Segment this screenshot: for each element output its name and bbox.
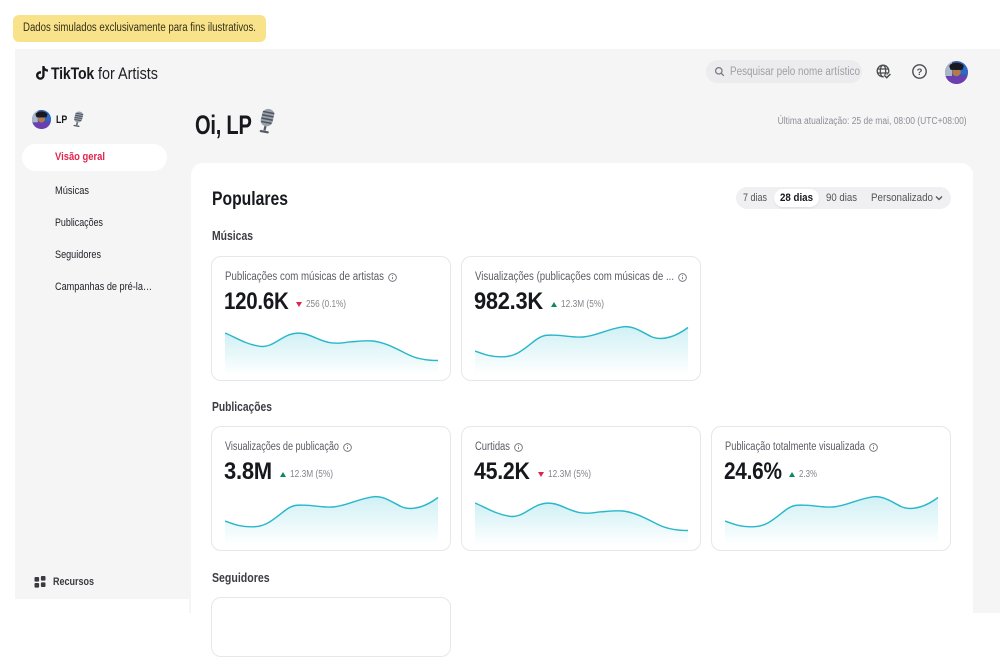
svg-text:?: ? bbox=[917, 67, 923, 78]
